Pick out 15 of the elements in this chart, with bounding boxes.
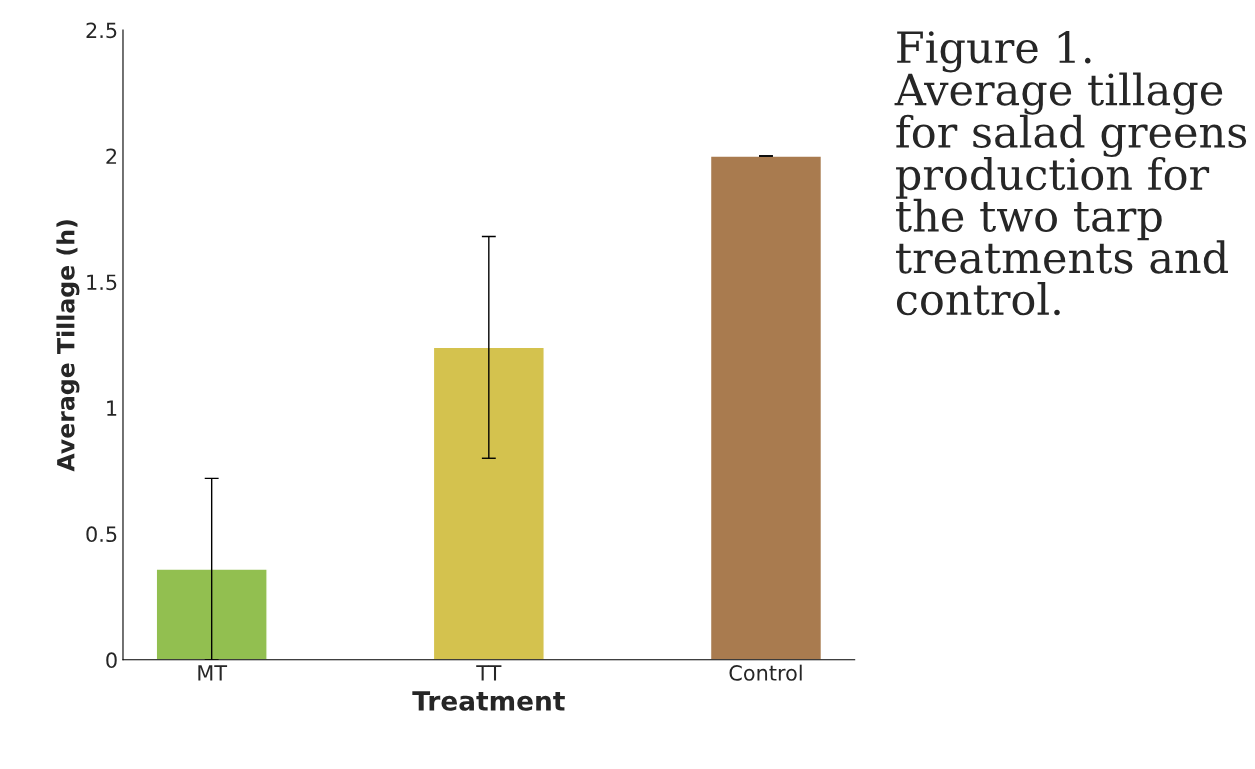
y-tick-label: 1 [107,400,117,416]
bar [432,346,545,660]
y-tick-label: 0 [106,652,117,669]
x-tick-label: TT [476,665,502,681]
y-tick-label: 2.5 [86,22,117,39]
y-axis-title: Average Tillage (h) [56,220,80,472]
y-tick-label: 1.5 [87,274,117,291]
y-tick-label: 2 [106,148,117,164]
caption: Figure 1. Average tillage for salad greens production for the two tarp treatments and control. [894,30,1247,316]
bar [155,568,268,660]
y-tick-label: 0.5 [86,526,117,543]
x-axis-title: Treatment [412,691,565,711]
bar [709,155,823,660]
x-tick-label: Control [729,664,802,681]
x-tick-label: MT [198,665,228,681]
